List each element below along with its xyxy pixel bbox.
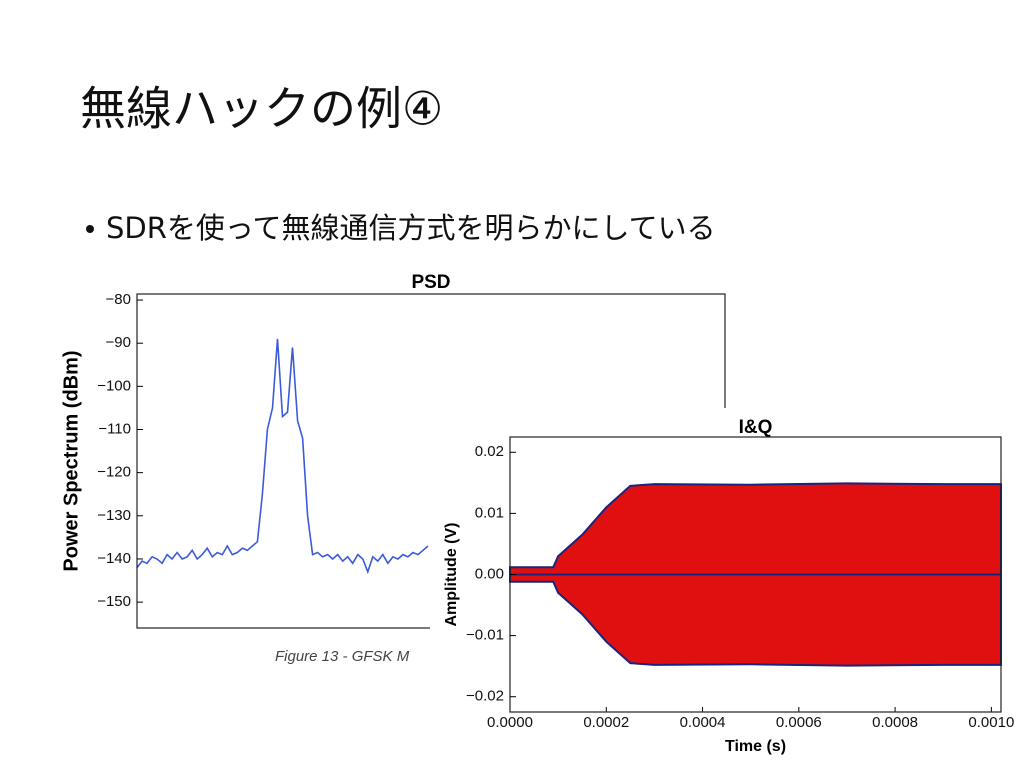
y-tick-label: −0.01 <box>466 627 504 644</box>
psd-line <box>136 338 429 575</box>
y-tick-label: −150 <box>97 593 131 610</box>
iq-envelope <box>509 482 1002 576</box>
y-tick-label: −130 <box>97 507 131 524</box>
x-tick-label: 0.0004 <box>680 714 726 731</box>
x-tick-label: 0.0006 <box>776 714 822 731</box>
x-axis-label: Time (s) <box>725 738 786 755</box>
y-tick-label: −120 <box>97 464 131 481</box>
y-axis-label: Power Spectrum (dBm) <box>60 350 82 571</box>
figure-caption: Figure 13 - GFSK M <box>275 648 410 665</box>
x-tick-label: 0.0010 <box>968 714 1014 731</box>
y-tick-label: −90 <box>106 334 131 351</box>
y-tick-label: −140 <box>97 550 131 567</box>
y-tick-label: −110 <box>98 420 131 437</box>
y-tick-label: −100 <box>97 377 131 394</box>
y-axis-label: Amplitude (V) <box>443 523 460 627</box>
y-tick-label: 0.00 <box>475 565 504 582</box>
bullet-text: SDRを使って無線通信方式を明らかにしている <box>106 211 716 245</box>
chart-title: I&Q <box>739 417 773 438</box>
x-tick-label: 0.0008 <box>872 714 918 731</box>
y-tick-label: 0.02 <box>475 443 504 460</box>
iq-envelope <box>509 573 1002 667</box>
slide-title: 無線ハックの例④ <box>80 82 443 136</box>
y-tick-label: 0.01 <box>475 504 504 521</box>
y-tick-label: −0.02 <box>466 688 504 705</box>
bullet-dot <box>86 225 94 233</box>
x-tick-label: 0.0002 <box>583 714 629 731</box>
chart-title: PSD <box>411 272 450 293</box>
y-tick-label: −80 <box>106 291 131 308</box>
x-tick-label: 0.0000 <box>487 714 533 731</box>
